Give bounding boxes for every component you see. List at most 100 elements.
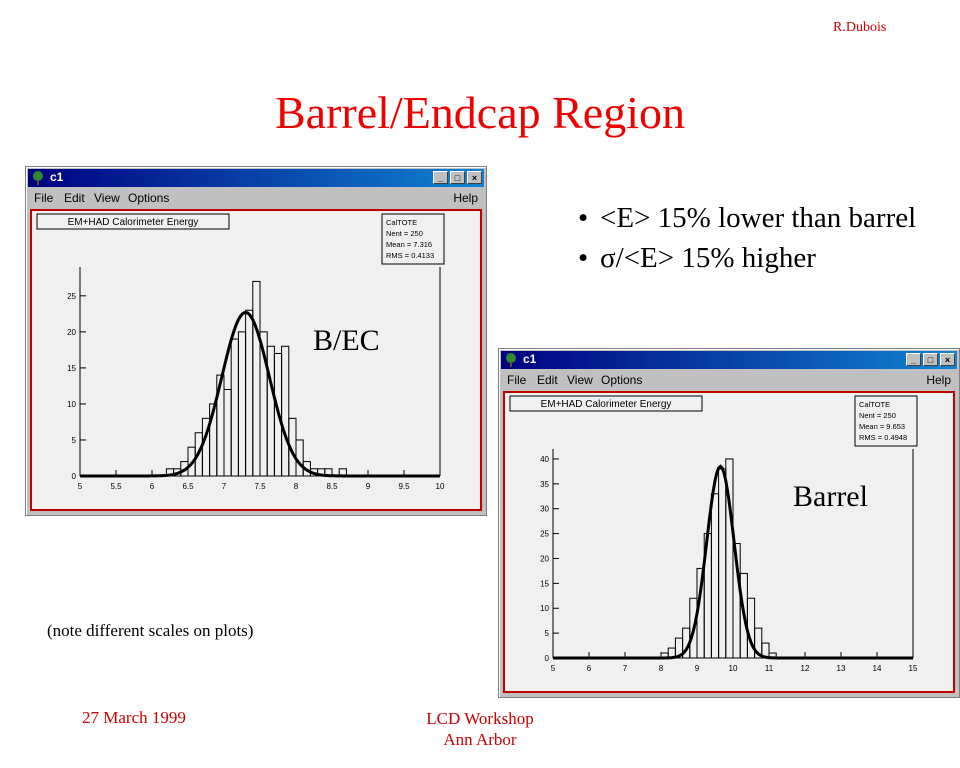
histogram-plot-left: EM+HAD Calorimeter Energy CalTOTE Nent = 2… (36, 213, 445, 491)
window-title: c1 (523, 352, 537, 366)
x-tick-label: 5.5 (110, 482, 122, 491)
bullet-icon: • (578, 202, 589, 234)
stats-line: Mean = 7.316 (386, 240, 432, 249)
y-tick-label: 25 (67, 292, 76, 301)
menu-view[interactable]: View (94, 191, 120, 205)
scale-note: (note different scales on plots) (47, 621, 254, 640)
chart-title: EM+HAD Calorimeter Energy (541, 399, 672, 410)
footer-venue-line2: Ann Arbor (443, 730, 517, 749)
y-tick-label: 30 (540, 505, 549, 514)
root-logo-icon (33, 171, 43, 185)
histogram-bar (710, 493, 720, 659)
minimize-button[interactable]: _ (433, 171, 448, 184)
root-canvas-window-right: c1 _ □ × File Edit View Options Help EM+… (498, 348, 960, 698)
y-tick-label: 0 (72, 472, 77, 481)
stats-line: Nent = 250 (386, 229, 423, 238)
maximize-button[interactable]: □ (923, 353, 938, 366)
author-name: R.Dubois (833, 20, 887, 35)
x-tick-label: 6.5 (182, 482, 194, 491)
bullet-icon: • (578, 242, 589, 274)
menubar: File Edit View Options Help (501, 371, 957, 388)
window-titlebar[interactable]: c1 _ □ × (501, 351, 957, 369)
x-tick-label: 15 (909, 664, 918, 673)
histogram-bar (223, 389, 232, 477)
x-tick-label: 9 (695, 664, 700, 673)
window-titlebar[interactable]: c1 _ □ × (28, 169, 484, 187)
menu-help[interactable]: Help (926, 373, 951, 387)
menu-help[interactable]: Help (453, 191, 478, 205)
x-tick-label: 7.5 (254, 482, 266, 491)
maximize-button[interactable]: □ (450, 171, 465, 184)
gaussian-fit-curve (80, 310, 440, 478)
x-tick-label: 9.5 (398, 482, 410, 491)
x-tick-label: 6 (587, 664, 592, 673)
plot-label-bec: B/EC (313, 324, 380, 357)
canvas-frame: EM+HAD Calorimeter Energy CalTOTE Nent = 2… (503, 391, 955, 693)
bullet-list: • <E> 15% lower than barrel • σ/<E> 15% hi… (578, 198, 916, 278)
bullet-text: <E> 15% lower than barrel (600, 202, 917, 234)
close-button[interactable]: × (940, 353, 955, 366)
y-tick-label: 35 (540, 480, 549, 489)
stats-line: CalTOTE (386, 218, 417, 227)
stats-line: Mean = 9.653 (859, 422, 905, 431)
histogram-bar (252, 280, 261, 477)
root-logo-icon (506, 353, 516, 367)
histogram-bar (281, 345, 290, 477)
x-tick-label: 6 (150, 482, 155, 491)
x-tick-label: 10 (729, 664, 738, 673)
x-tick-label: 5 (551, 664, 556, 673)
y-tick-label: 5 (545, 629, 550, 638)
canvas-frame: EM+HAD Calorimeter Energy CalTOTE Nent = 2… (30, 209, 482, 511)
x-tick-label: 12 (801, 664, 810, 673)
menu-options[interactable]: Options (601, 373, 643, 387)
menu-file[interactable]: File (507, 373, 527, 387)
menu-edit[interactable]: Edit (64, 191, 85, 205)
menu-options[interactable]: Options (128, 191, 170, 205)
x-tick-label: 9 (366, 482, 371, 491)
x-tick-label: 5 (78, 482, 83, 491)
x-tick-label: 8 (294, 482, 299, 491)
window-title: c1 (50, 170, 64, 184)
y-tick-label: 20 (67, 328, 76, 337)
y-tick-label: 25 (540, 530, 549, 539)
plot-label-barrel: Barrel (793, 480, 868, 513)
stats-box (854, 395, 918, 447)
minimize-button[interactable]: _ (906, 353, 921, 366)
stats-line: RMS = 0.4948 (859, 433, 907, 442)
histogram-bar (245, 309, 254, 477)
chart-title-box (509, 395, 703, 412)
menubar: File Edit View Options Help (28, 189, 484, 206)
histogram-bar (230, 338, 239, 477)
footer-date: 27 March 1999 (82, 708, 186, 727)
slide-title: Barrel/Endcap Region (274, 87, 686, 138)
menu-edit[interactable]: Edit (537, 373, 558, 387)
bullet-item: • <E> 15% lower than barrel (578, 198, 916, 238)
chart-title-box (36, 213, 230, 230)
y-tick-label: 10 (540, 604, 549, 613)
bullet-item: • σ/<E> 15% higher (578, 238, 916, 278)
close-button[interactable]: × (467, 171, 482, 184)
chart-title: EM+HAD Calorimeter Energy (68, 217, 199, 228)
stats-line: CalTOTE (859, 400, 890, 409)
y-tick-label: 10 (67, 400, 76, 409)
x-tick-label: 10 (436, 482, 445, 491)
histogram-bar (266, 345, 275, 477)
y-tick-label: 5 (72, 436, 77, 445)
y-tick-label: 15 (540, 579, 549, 588)
footer-venue: LCD Workshop Ann Arbor (380, 708, 580, 750)
gaussian-fit-curve (553, 464, 913, 660)
x-tick-label: 7 (623, 664, 628, 673)
histogram-bar (718, 468, 727, 659)
histogram-plot-right: EM+HAD Calorimeter Energy CalTOTE Nent = 2… (509, 395, 918, 673)
menu-file[interactable]: File (34, 191, 54, 205)
menu-view[interactable]: View (567, 373, 593, 387)
x-tick-label: 8.5 (326, 482, 338, 491)
y-tick-label: 40 (540, 455, 549, 464)
stats-line: RMS = 0.4133 (386, 251, 434, 260)
x-tick-label: 14 (873, 664, 882, 673)
y-tick-label: 20 (540, 554, 549, 563)
footer-venue-line1: LCD Workshop (426, 709, 534, 728)
x-tick-label: 7 (222, 482, 227, 491)
x-tick-label: 8 (659, 664, 664, 673)
x-tick-label: 11 (765, 664, 774, 673)
